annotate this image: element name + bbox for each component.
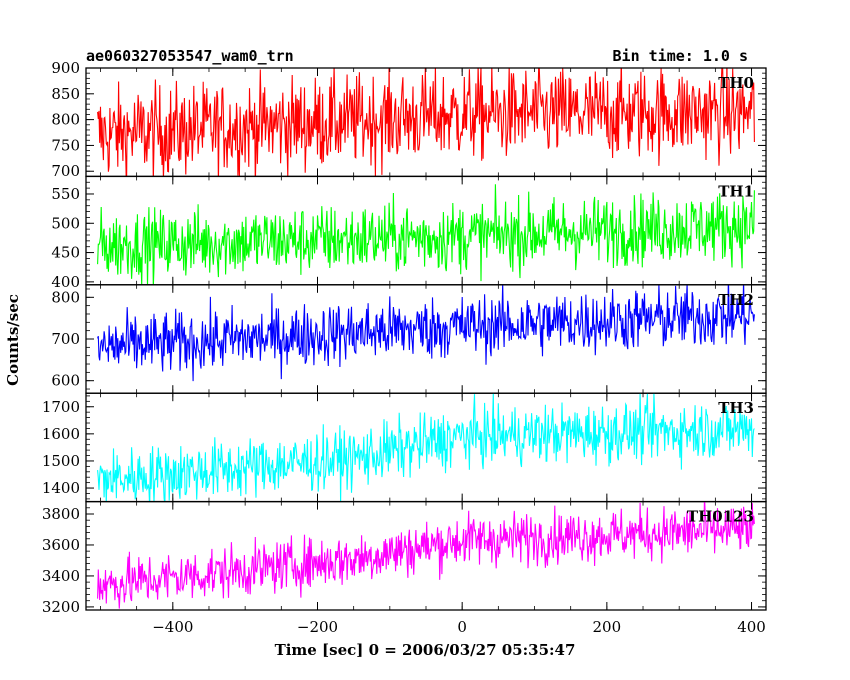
series-line-th0 [97, 68, 755, 177]
y-tick-label: 700 [51, 162, 80, 180]
panel-th0123: 3200 3400 3600 3800 TH0123 [42, 500, 767, 616]
y-tick-label: 600 [51, 372, 80, 390]
series-line-th0123 [97, 501, 755, 609]
y-tick-label: 3400 [42, 567, 80, 585]
x-tick-label: 200 [593, 618, 622, 636]
panel-th3: 1400 1500 1600 1700 TH3 [42, 392, 767, 503]
y-tick-label: 900 [51, 59, 80, 77]
x-tick-label: −200 [297, 618, 338, 636]
y-tick-label: 800 [51, 111, 80, 129]
y-tick-label: 800 [51, 288, 80, 306]
y-tick-label: 1500 [42, 452, 80, 470]
y-tick-label: 750 [51, 136, 80, 154]
y-tick-label: 450 [51, 244, 80, 262]
y-tick-label: 1700 [42, 398, 80, 416]
y-tick-label: 1400 [42, 479, 80, 497]
y-tick-label: 500 [51, 214, 80, 232]
panel-label: TH2 [718, 291, 754, 309]
series-line-th2 [97, 284, 755, 382]
x-tick-label: 0 [457, 618, 467, 636]
x-tick-label: −400 [152, 618, 193, 636]
panel-th2: 600 700 800 TH2 [51, 284, 767, 394]
panel-group: 700 750 800 850 900 TH0 400 450 500 550 TH1 600 700 8… [42, 59, 767, 616]
figure-title: ae060327053547_wam0_trn [86, 47, 294, 65]
x-axis: −400 −200 0 200 400 [152, 618, 766, 636]
panel-th0: 700 750 800 850 900 TH0 [51, 59, 767, 180]
panel-label: TH1 [718, 182, 754, 200]
series-line-th1 [97, 184, 755, 285]
bin-time-label: Bin time: 1.0 s [613, 47, 748, 65]
series-line-th3 [97, 393, 755, 502]
y-tick-label: 400 [51, 273, 80, 291]
y-tick-label: 3600 [42, 536, 80, 554]
panel-label: TH0123 [687, 508, 754, 526]
panel-th1: 400 450 500 550 TH1 [51, 175, 767, 291]
y-tick-label: 1600 [42, 425, 80, 443]
y-tick-label: 3800 [42, 505, 80, 523]
y-tick-label: 700 [51, 330, 80, 348]
panel-label: TH3 [718, 399, 754, 417]
y-tick-label: 3200 [42, 598, 80, 616]
panel-label: TH0 [718, 74, 754, 92]
y-tick-label: 850 [51, 85, 80, 103]
x-axis-label: Time [sec] 0 = 2006/03/27 05:35:47 [275, 641, 576, 659]
y-tick-label: 550 [51, 185, 80, 203]
x-tick-label: 400 [737, 618, 766, 636]
y-axis-label: Counts/sec [4, 294, 22, 386]
